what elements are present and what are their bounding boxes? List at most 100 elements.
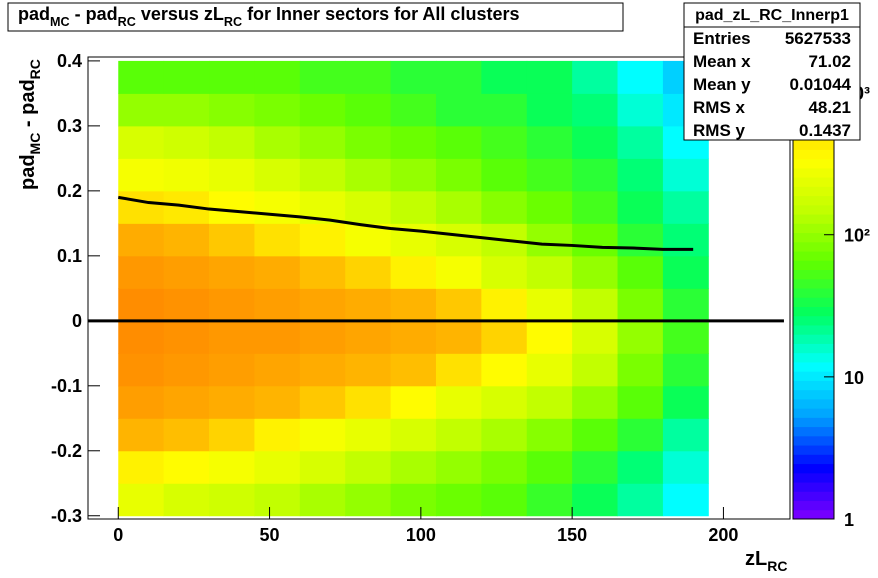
heatmap-cell [481, 125, 528, 159]
x-tick-label: 50 [260, 525, 280, 545]
heatmap-cell [254, 223, 301, 257]
heatmap-cell [572, 385, 619, 419]
heatmap-cell [390, 320, 437, 354]
heatmap-cell [299, 385, 346, 419]
heatmap-cell [526, 190, 573, 224]
heatmap-cell [435, 320, 482, 354]
colorbar-step [793, 380, 834, 391]
heatmap-cell [345, 255, 392, 289]
heatmap-cell [526, 483, 573, 517]
colorbar-step [793, 343, 834, 354]
heatmap-cell [299, 353, 346, 387]
colorbar-step [793, 149, 834, 160]
label-part: for Inner sectors for All clusters [242, 4, 519, 24]
heatmap-cell [254, 60, 301, 94]
heatmap-cell [572, 288, 619, 322]
heatmap-cell [254, 125, 301, 159]
colorbar-step [793, 260, 834, 271]
z-tick-label: 1 [844, 510, 854, 530]
heatmap-cell [481, 288, 528, 322]
heatmap-cell [572, 418, 619, 452]
heatmap-cell [209, 288, 255, 322]
heatmap-cell [254, 255, 301, 289]
heatmap-cell [163, 158, 210, 192]
colorbar-step [793, 500, 834, 511]
colorbar-step [793, 297, 834, 307]
heatmap-cell [299, 60, 346, 94]
heatmap-cell [345, 93, 392, 127]
heatmap-cell [435, 125, 482, 159]
heatmap-cell [390, 418, 437, 452]
heatmap-cell [390, 60, 437, 94]
heatmap-cell [163, 60, 210, 94]
heatmap-cell [345, 320, 392, 354]
heatmap-cell [481, 385, 528, 419]
colorbar-step [793, 454, 834, 465]
heatmap-cell [662, 255, 709, 289]
heatmap-cell [526, 93, 573, 127]
x-tick-label: 0 [113, 525, 123, 545]
stats-label: Mean y [693, 75, 751, 94]
heatmap-cell [435, 93, 482, 127]
heatmap-cell [617, 60, 664, 94]
heatmap-cell [617, 418, 664, 452]
colorbar-step [793, 482, 834, 492]
heatmap-cell [390, 255, 437, 289]
colorbar-step [793, 334, 834, 344]
heatmap-cell [435, 385, 482, 419]
y-tick-label: 0.2 [57, 181, 82, 201]
heatmap-cell [617, 450, 664, 484]
heatmap-cell [572, 190, 619, 224]
heatmap-cell [345, 483, 392, 517]
x-tick-label: 150 [557, 525, 587, 545]
heatmap-cell [662, 450, 709, 484]
heatmap-cell [662, 223, 709, 257]
heatmap-cell [209, 125, 255, 159]
z-tick-label: 10 [844, 368, 864, 388]
heatmap-cell [435, 60, 482, 94]
stats-label: RMS y [693, 121, 746, 140]
heatmap-cell [526, 288, 573, 322]
y-tick-label: 0.1 [57, 246, 82, 266]
colorbar-step [793, 232, 834, 243]
heatmap-cell [163, 353, 210, 387]
heatmap-cell [163, 385, 210, 419]
heatmap-cell [617, 255, 664, 289]
colorbar-step [793, 324, 834, 335]
colorbar-step [793, 269, 834, 280]
heatmap-cell [299, 223, 346, 257]
heatmap-cell [118, 353, 165, 387]
heatmap-cell [481, 158, 528, 192]
label-part: - pad [70, 4, 118, 24]
heatmap-cell [572, 450, 619, 484]
heatmap-cell [345, 418, 392, 452]
heatmap-cell [209, 385, 255, 419]
x-axis-label: zLRC [745, 548, 787, 574]
heatmap-cell [481, 190, 528, 224]
heatmap-cell [345, 385, 392, 419]
colorbar-step [793, 140, 834, 150]
y-tick-label: 0 [72, 311, 82, 331]
subscript: RC [767, 558, 787, 574]
heatmap-cell [572, 353, 619, 387]
heatmap-cell [572, 223, 619, 257]
heatmap-cell [118, 223, 165, 257]
colorbar-step [793, 408, 834, 418]
colorbar-step [793, 167, 834, 178]
heatmap-cell [118, 385, 165, 419]
heatmap-cell [390, 353, 437, 387]
heatmap-cell [526, 125, 573, 159]
title-box [7, 2, 624, 32]
y-tick-label: 0.4 [57, 51, 82, 71]
heatmap-cell [254, 353, 301, 387]
z-tick-label: 10² [844, 226, 870, 246]
heatmap-cell [390, 190, 437, 224]
heatmap-cell [617, 320, 664, 354]
heatmap-cell [254, 320, 301, 354]
heatmap-cell [254, 450, 301, 484]
colorbar-step [793, 204, 834, 215]
heatmap-cell [299, 288, 346, 322]
heatmap-cell [345, 450, 392, 484]
heatmap-cell [572, 60, 619, 94]
